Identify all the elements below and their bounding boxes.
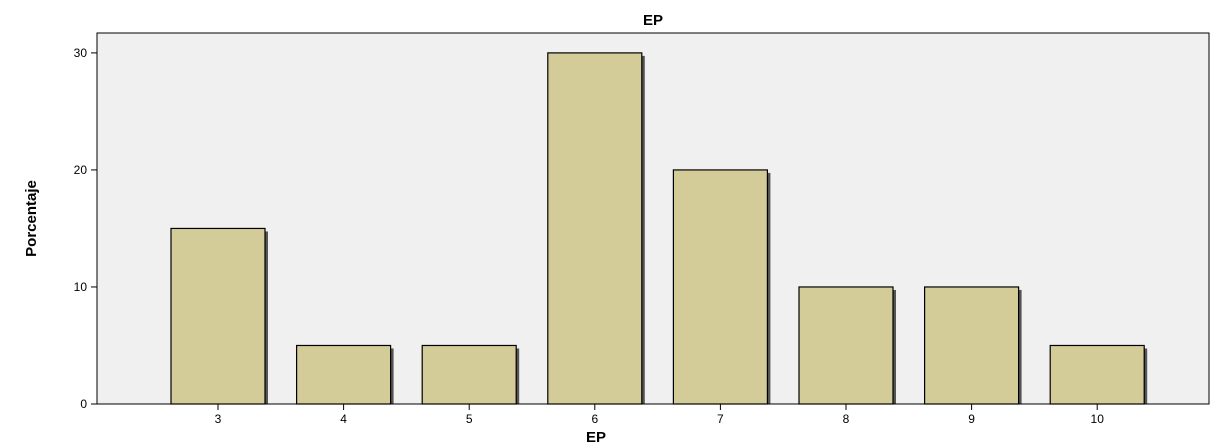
x-tick-label: 5 (466, 412, 473, 426)
chart-title: EP (643, 12, 663, 29)
y-axis: 0 10 20 30 (74, 33, 98, 411)
x-tick-label: 10 (1091, 412, 1105, 426)
x-tick-label: 3 (215, 412, 222, 426)
x-axis: 3 4 5 6 7 8 9 10 (97, 403, 1209, 426)
bar (170, 227, 266, 405)
y-tick-label: 20 (74, 163, 88, 177)
bar (923, 286, 1020, 405)
x-tick-label: 9 (968, 412, 975, 426)
y-tick-label: 0 (80, 397, 87, 411)
x-tick-label: 6 (591, 412, 598, 426)
bar (1049, 344, 1145, 405)
bar (798, 286, 894, 405)
y-tick-label: 10 (74, 280, 88, 294)
bar (421, 344, 517, 405)
y-tick-label: 30 (74, 46, 88, 60)
x-tick-label: 8 (843, 412, 850, 426)
plot-area (96, 32, 1210, 405)
bar (547, 52, 643, 405)
bars-group (170, 52, 1148, 405)
bar (672, 169, 769, 405)
x-tick-label: 4 (340, 412, 347, 426)
bar (296, 344, 392, 405)
x-tick-label: 7 (717, 412, 724, 426)
x-axis-title: EP (586, 429, 606, 446)
y-axis-title: Porcentaje (23, 180, 40, 257)
